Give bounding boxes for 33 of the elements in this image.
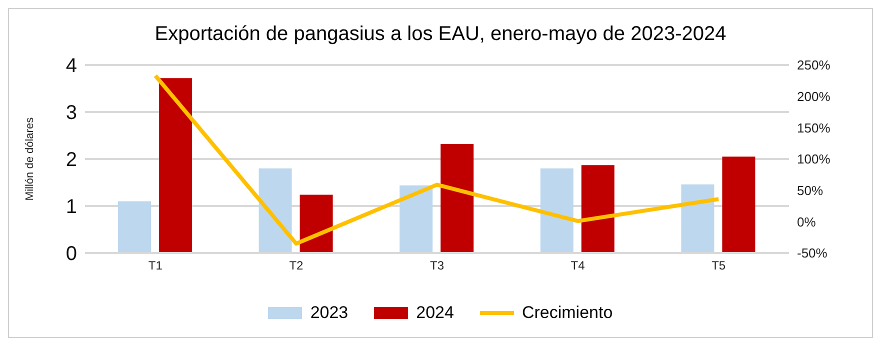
bar: [440, 144, 474, 253]
bar: [258, 168, 292, 253]
y2-tick-label: 0%: [797, 214, 816, 230]
y2-tick-label: 100%: [797, 152, 831, 167]
y-tick-label: 3: [66, 102, 77, 124]
legend-label: Crecimiento: [522, 303, 613, 323]
x-tick-label: T3: [430, 258, 444, 273]
y-tick-label: 2: [66, 149, 77, 172]
y2-tick-label: 150%: [797, 120, 831, 136]
y2-tick-label: -50%: [797, 246, 828, 261]
y-tick-label: 1: [66, 196, 77, 218]
bar: [400, 185, 433, 253]
legend-label: 2023: [310, 303, 348, 323]
bar: [300, 194, 333, 253]
y-axis-title: Millón de dólares: [24, 116, 36, 201]
y2-tick-label: 50%: [797, 182, 824, 198]
bar: [581, 165, 614, 253]
x-tick-label: T2: [289, 258, 304, 273]
y2-tick-label: 250%: [797, 58, 831, 73]
bar: [159, 78, 192, 253]
x-tick-label: T4: [570, 258, 586, 273]
legend-label: 2024: [416, 303, 454, 323]
bar: [722, 156, 756, 253]
y-tick-label: 4: [66, 55, 77, 78]
chart-title: Exportación de pangasius a los EAU, enero-mayo de 2023-2024: [154, 23, 728, 47]
bar: [118, 201, 151, 253]
x-tick-label: T1: [148, 258, 163, 273]
y-tick-label: 0: [66, 243, 77, 266]
bar: [540, 168, 574, 253]
line-series: [153, 74, 721, 246]
y2-tick-label: 200%: [797, 88, 831, 104]
bar: [681, 184, 714, 253]
x-tick-label: T5: [712, 258, 726, 273]
